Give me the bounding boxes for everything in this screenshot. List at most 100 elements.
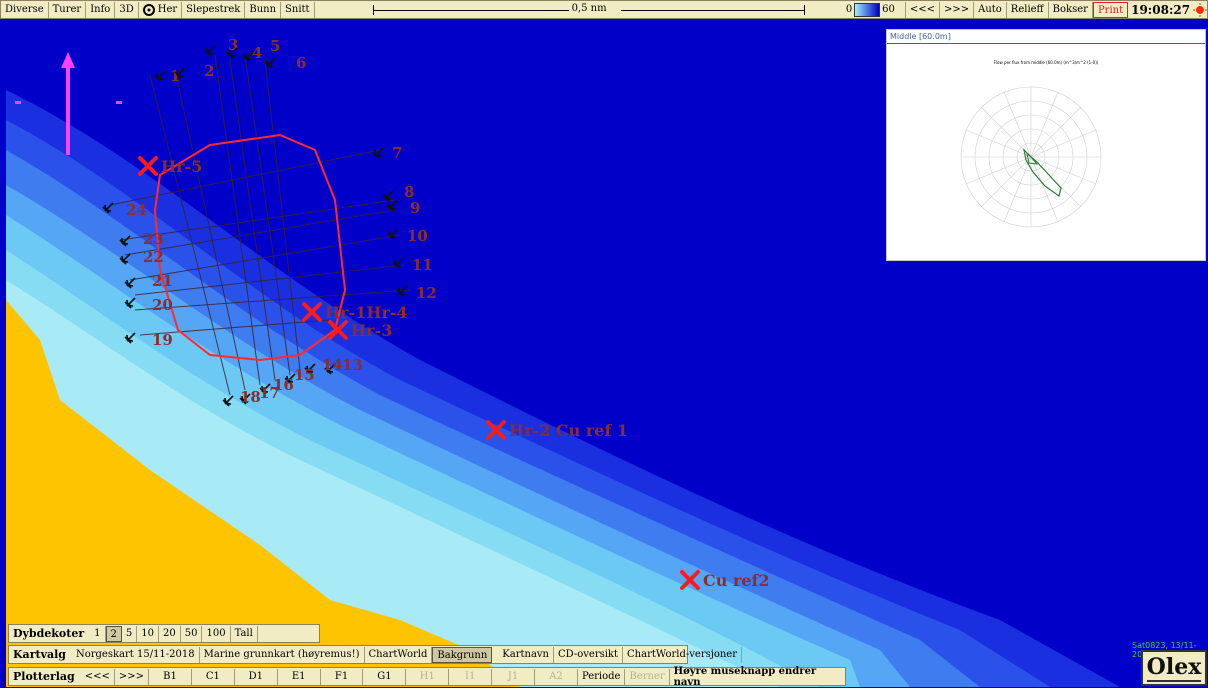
anchor-icon xyxy=(304,363,316,375)
dybde-100-button[interactable]: 100 xyxy=(202,625,231,642)
anchor-mark[interactable] xyxy=(264,54,278,69)
dybde-2-button[interactable]: 2 xyxy=(105,625,122,642)
anchor-mark[interactable] xyxy=(387,225,401,240)
dybde-20-button[interactable]: 20 xyxy=(159,625,181,642)
anchor-mark[interactable] xyxy=(304,360,318,375)
anchor-mark[interactable] xyxy=(124,294,138,309)
anchor-mark[interactable] xyxy=(204,42,218,57)
kartnavn-button[interactable]: Kartnavn xyxy=(498,646,554,663)
record-icon[interactable] xyxy=(1193,2,1207,17)
layer-d1-button[interactable]: D1 xyxy=(235,668,278,685)
cd-oversikt-button[interactable]: CD-oversikt xyxy=(554,646,624,663)
relieff-button[interactable]: Relieff xyxy=(1007,1,1049,18)
anchor-mark[interactable] xyxy=(102,199,116,214)
north-arrow xyxy=(15,52,122,155)
anchor-mark[interactable] xyxy=(154,67,168,82)
anchor-icon xyxy=(102,202,114,214)
layer-a2-button[interactable]: A2 xyxy=(535,668,578,685)
chartworld-button[interactable]: ChartWorld xyxy=(365,646,433,663)
depth-max-label: 60 xyxy=(882,4,895,15)
chartworld-versjoner-button[interactable]: ChartWorld-versjoner xyxy=(623,646,742,663)
bokser-button[interactable]: Bokser xyxy=(1049,1,1093,18)
dybde-10-button[interactable]: 10 xyxy=(137,625,160,642)
dybde-5-button[interactable]: 5 xyxy=(122,625,138,642)
anchor-mark[interactable] xyxy=(382,187,396,202)
anchor-icon xyxy=(242,50,254,62)
anchor-icon xyxy=(204,45,216,57)
auto-button[interactable]: Auto xyxy=(974,1,1007,18)
waypoint-marker[interactable]: Cu ref2 xyxy=(679,569,770,591)
plotterlag-label: Plotterlag xyxy=(13,670,75,683)
anchor-mark[interactable] xyxy=(324,360,338,375)
anchor-icon xyxy=(284,373,296,385)
anchor-mark[interactable] xyxy=(242,47,256,62)
inset-subtitle: Flow per flux from middle (60.0m) (m^3/m… xyxy=(993,60,1099,65)
nav-prev-button[interactable]: <<< xyxy=(904,1,940,18)
turer-button[interactable]: Turer xyxy=(49,1,87,18)
norgeskart-button[interactable]: Norgeskart 15/11-2018 xyxy=(72,646,200,663)
anchor-label: 18 xyxy=(240,388,261,406)
anchor-mark[interactable] xyxy=(119,250,133,265)
marine-grunnkart-button[interactable]: Marine grunnkart (høyremus!) xyxy=(200,646,365,663)
layer-b1-button[interactable]: B1 xyxy=(149,668,192,685)
dybde-1-button[interactable]: 1 xyxy=(90,625,106,642)
diverse-button[interactable]: Diverse xyxy=(1,1,49,18)
marker-label: Hr-1Hr-4 xyxy=(325,302,408,322)
anchor-label: 21 xyxy=(152,272,173,290)
anchor-label: 10 xyxy=(407,227,428,245)
chart-map[interactable]: 1 2 3 4 5 6 7 8 9 10 11 12 13 14 15 16 17 18 19 20 21 22 23 24 … xyxy=(6,19,1208,687)
layer-h1-button[interactable]: H1 xyxy=(406,668,450,685)
anchor-mark[interactable] xyxy=(392,254,406,269)
slepestrek-button[interactable]: Slepestrek xyxy=(182,1,246,18)
layer-j1-button[interactable]: J1 xyxy=(492,668,536,685)
3d-button[interactable]: 3D xyxy=(115,1,139,18)
map-canvas[interactable] xyxy=(6,19,1208,687)
rename-hint: Høyre museknapp endrer navn xyxy=(673,665,817,688)
anchor-mark[interactable] xyxy=(222,392,236,407)
anchor-icon xyxy=(174,67,186,79)
berner-button[interactable]: Berner xyxy=(625,668,670,685)
anchor-label: 11 xyxy=(412,256,433,274)
dybde-tall-button[interactable]: Tall xyxy=(231,625,258,642)
nav-next-button[interactable]: >>> xyxy=(940,1,975,18)
anchor-mark[interactable] xyxy=(124,274,138,289)
periode-button[interactable]: Periode xyxy=(578,668,626,685)
anchor-mark[interactable] xyxy=(226,44,240,59)
anchor-mark[interactable] xyxy=(259,380,273,395)
bakgrunn-button[interactable]: Bakgrunn xyxy=(432,646,493,663)
anchor-icon xyxy=(264,57,276,69)
waypoint-marker[interactable]: Hr-5 xyxy=(137,155,202,177)
anchor-mark[interactable] xyxy=(372,144,386,159)
snitt-button[interactable]: Snitt xyxy=(281,1,315,18)
waypoint-marker[interactable]: Hr-2 Cu ref 1 xyxy=(485,419,628,441)
layer-i1-button[interactable]: I1 xyxy=(449,668,493,685)
dybde-50-button[interactable]: 50 xyxy=(181,625,203,642)
anchor-mark[interactable] xyxy=(396,282,410,297)
layer-e1-button[interactable]: E1 xyxy=(278,668,321,685)
layer-f1-button[interactable]: F1 xyxy=(321,668,364,685)
waypoint-marker[interactable]: Hr-3 xyxy=(327,319,392,341)
her-button[interactable]: Her xyxy=(139,1,183,18)
anchor-mark[interactable] xyxy=(239,390,253,405)
info-button[interactable]: Info xyxy=(86,1,116,18)
anchor-label: 3 xyxy=(228,36,239,54)
anchor-mark[interactable] xyxy=(174,64,188,79)
layer-g1-button[interactable]: G1 xyxy=(363,668,407,685)
bunn-button[interactable]: Bunn xyxy=(245,1,282,18)
anchor-icon xyxy=(392,257,404,269)
anchor-mark[interactable] xyxy=(386,197,400,212)
anchor-mark[interactable] xyxy=(284,370,298,385)
anchor-label: 1 xyxy=(170,67,181,85)
anchor-mark[interactable] xyxy=(124,329,138,344)
marker-label: Hr-2 Cu ref 1 xyxy=(509,420,629,440)
plotter-next-button[interactable]: >>> xyxy=(115,668,150,685)
waypoint-marker[interactable]: Hr-1Hr-4 xyxy=(301,301,408,323)
plotter-prev-button[interactable]: <<< xyxy=(81,668,115,685)
her-label: Her xyxy=(157,3,178,15)
anchor-label: 5 xyxy=(270,37,281,55)
anchor-mark[interactable] xyxy=(119,232,133,247)
x-marker-icon xyxy=(486,420,506,440)
print-button[interactable]: Print xyxy=(1092,1,1129,18)
marker-label: Hr-5 xyxy=(161,156,203,176)
layer-c1-button[interactable]: C1 xyxy=(192,668,235,685)
